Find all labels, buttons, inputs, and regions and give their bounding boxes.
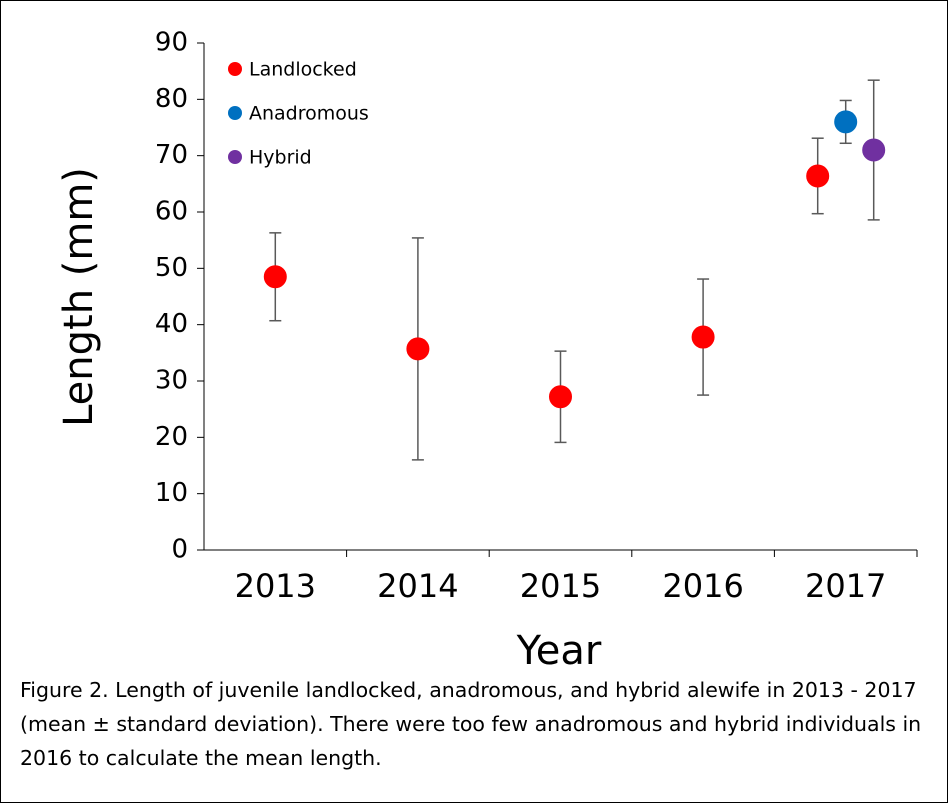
y-tick-label: 80	[155, 84, 188, 114]
y-tick-label: 30	[155, 366, 188, 396]
data-point	[406, 337, 430, 361]
legend-marker	[228, 62, 242, 76]
y-tick-label: 20	[155, 422, 188, 452]
data-point	[263, 265, 287, 289]
x-tick-label: 2017	[805, 567, 886, 605]
data-point	[862, 138, 886, 162]
x-axis-title: Year	[516, 628, 602, 674]
x-tick-label: 2014	[377, 567, 458, 605]
data-point	[691, 325, 715, 349]
legend-marker	[228, 150, 242, 164]
caption: Figure 2. Length of juvenile landlocked,…	[20, 678, 922, 770]
y-axis-title: Length (mm)	[56, 167, 102, 427]
y-tick-label: 40	[155, 309, 188, 339]
legend-label: Hybrid	[249, 147, 312, 169]
y-tick-label: 50	[155, 253, 188, 283]
y-tick-label: 10	[155, 478, 188, 508]
data-point	[806, 164, 830, 188]
legend-marker	[228, 106, 242, 120]
data-point	[834, 110, 858, 134]
x-tick-label: 2016	[662, 567, 743, 605]
x-tick-label: 2015	[520, 567, 601, 605]
legend-label: Landlocked	[249, 59, 357, 81]
y-tick-label: 70	[155, 140, 188, 170]
legend-label: Anadromous	[249, 103, 369, 125]
y-tick-label: 90	[155, 28, 188, 58]
y-tick-label: 0	[171, 535, 188, 565]
y-tick-label: 60	[155, 197, 188, 227]
data-point	[549, 385, 572, 409]
x-tick-label: 2013	[235, 567, 316, 605]
